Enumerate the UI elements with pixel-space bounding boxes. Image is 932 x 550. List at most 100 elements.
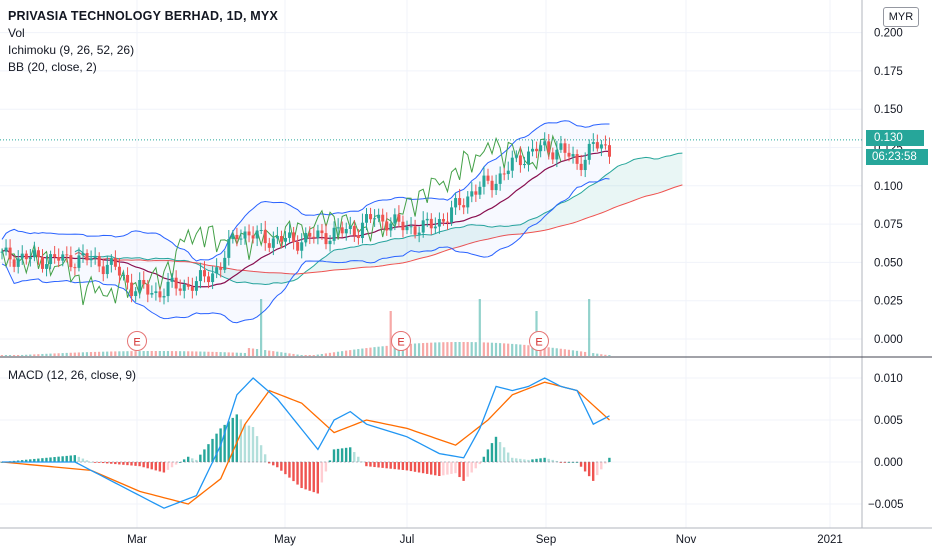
volume-bar xyxy=(523,344,526,356)
volume-bar xyxy=(37,354,40,356)
macd-histogram-bar xyxy=(126,462,129,466)
volume-bar xyxy=(142,351,145,356)
macd-histogram-bar xyxy=(393,462,396,470)
volume-bar xyxy=(547,347,550,356)
macd-histogram-bar xyxy=(373,462,376,468)
candle-body xyxy=(146,284,150,295)
volume-bar xyxy=(482,342,485,356)
candle-body xyxy=(263,229,267,244)
volume-bar xyxy=(531,345,534,356)
macd-histogram-bar xyxy=(25,459,28,462)
macd-histogram-bar xyxy=(81,458,85,462)
volume-bar xyxy=(207,351,210,356)
currency-button[interactable]: MYR xyxy=(883,7,919,27)
earnings-marker-label: E xyxy=(133,337,140,349)
volume-bar xyxy=(89,352,93,356)
volume-bar xyxy=(45,353,48,356)
x-tick-label: Nov xyxy=(676,534,697,546)
volume-bar xyxy=(579,351,583,356)
y-tick-label: 0.050 xyxy=(874,257,903,269)
macd-histogram-bar xyxy=(134,462,137,466)
macd-histogram-bar xyxy=(268,462,271,464)
macd-histogram-bar xyxy=(312,462,315,493)
earnings-marker-label: E xyxy=(535,337,542,349)
candle-body xyxy=(126,274,130,283)
macd-histogram-bar xyxy=(65,455,68,462)
volume-bar xyxy=(543,346,546,356)
candle-body xyxy=(73,267,77,269)
volume-bar xyxy=(571,350,575,356)
volume-bar xyxy=(239,352,242,356)
candle-body xyxy=(85,253,89,261)
macd-histogram-bar xyxy=(97,462,101,463)
volume-bar xyxy=(77,352,80,356)
macd-legend[interactable]: MACD (12, 26, close, 9) xyxy=(8,368,137,382)
candle-body xyxy=(203,270,206,277)
macd-histogram-bar xyxy=(37,458,40,462)
candle-body xyxy=(28,257,32,260)
volume-bar xyxy=(118,351,121,356)
legend-volume[interactable]: Vol xyxy=(8,26,25,40)
candle-body xyxy=(543,141,547,146)
macd-histogram-bar xyxy=(486,449,490,462)
volume-bar xyxy=(8,355,12,356)
volume-bar xyxy=(519,344,522,356)
ichimoku-span-a xyxy=(74,152,683,286)
y-tick-label: 0.025 xyxy=(874,296,903,308)
candle-body xyxy=(365,214,368,223)
candle-body xyxy=(393,214,397,224)
macd-histogram-bar xyxy=(300,462,303,489)
bollinger-lower xyxy=(1,177,610,324)
macd-histogram-bar xyxy=(53,457,56,462)
volume-bar xyxy=(324,353,327,356)
volume-bar xyxy=(288,353,291,356)
earnings-marker-icon xyxy=(127,331,147,351)
volume-bar xyxy=(284,352,287,356)
volume-bar xyxy=(600,354,603,356)
macd-histogram-bar xyxy=(498,442,502,462)
volume-bar xyxy=(150,351,153,356)
volume-bar xyxy=(276,351,279,356)
volume-bar xyxy=(223,352,226,356)
macd-histogram-bar xyxy=(478,462,481,465)
volume-bar xyxy=(12,355,16,356)
macd-histogram-bar xyxy=(215,433,218,462)
volume-bar xyxy=(511,343,514,356)
macd-histogram-bar xyxy=(203,449,206,462)
legend-bollinger[interactable]: BB (20, close, 2) xyxy=(8,60,97,74)
volume-bar xyxy=(292,353,295,356)
macd-line xyxy=(2,377,610,509)
macd-histogram-bar xyxy=(587,462,591,477)
candle-body xyxy=(162,296,166,298)
macd-histogram-bar xyxy=(251,427,255,462)
volume-bar xyxy=(478,299,481,356)
candle-body xyxy=(186,284,190,287)
candle-body xyxy=(113,258,117,267)
candle-body xyxy=(117,266,121,276)
volume-bar xyxy=(430,342,433,356)
candle-body xyxy=(134,291,138,297)
macd-histogram-bar xyxy=(361,461,364,463)
macd-histogram-bar xyxy=(166,462,170,470)
volume-bar xyxy=(422,343,425,356)
candle-body xyxy=(373,218,377,220)
macd-histogram-bar xyxy=(563,462,567,463)
candle-body xyxy=(158,291,162,298)
candle-body xyxy=(320,230,324,234)
volume-bar xyxy=(486,342,489,356)
volume-bar xyxy=(166,351,170,356)
macd-histogram-bar xyxy=(381,462,384,468)
macd-histogram-bar xyxy=(77,456,81,462)
candle-body xyxy=(69,255,73,268)
volume-bar xyxy=(158,351,161,356)
volume-bar xyxy=(0,355,4,356)
macd-histogram-bar xyxy=(154,462,157,471)
candle-body xyxy=(356,235,360,239)
macd-histogram-bar xyxy=(280,462,283,471)
macd-histogram-bar xyxy=(353,452,356,462)
macd-histogram-bar xyxy=(608,457,611,462)
macd-histogram-bar xyxy=(174,462,178,465)
macd-histogram-bar xyxy=(523,459,526,462)
legend-ichimoku[interactable]: Ichimoku (9, 26, 52, 26) xyxy=(8,43,135,57)
